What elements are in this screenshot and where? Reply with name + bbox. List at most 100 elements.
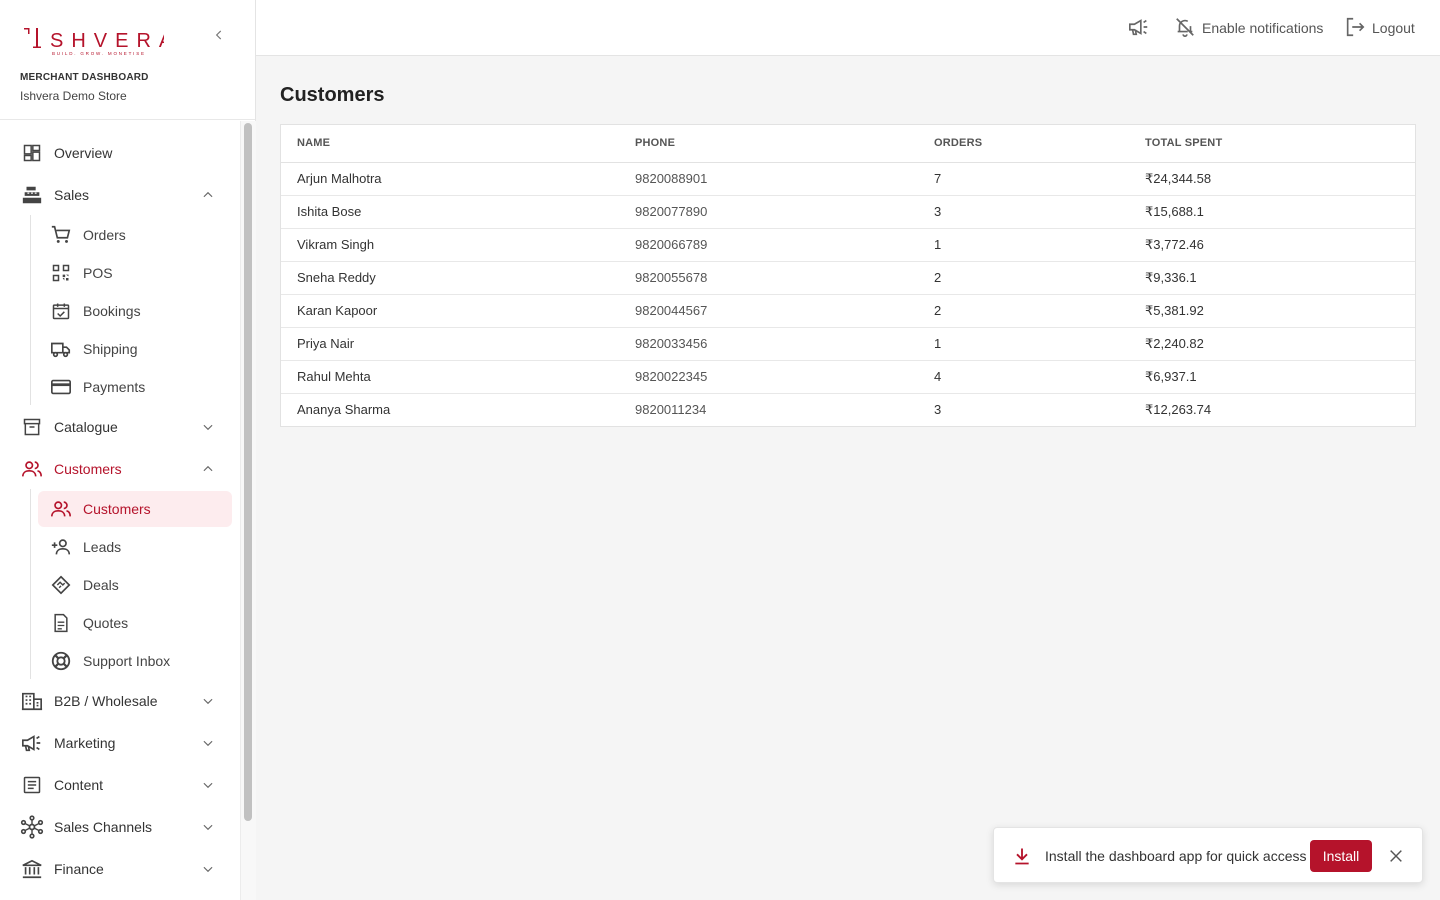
bank-icon bbox=[20, 857, 44, 881]
sidebar-item-leads[interactable]: Leads bbox=[38, 529, 232, 565]
sidebar-item-marketing[interactable]: Marketing bbox=[0, 725, 240, 761]
customer-total-spent: ₹5,381.92 bbox=[1129, 294, 1415, 328]
chevron-down-icon bbox=[198, 733, 218, 753]
collapse-sidebar-button[interactable] bbox=[208, 24, 230, 46]
customer-name: Sneha Reddy bbox=[281, 261, 619, 295]
sidebar-item-b2b-wholesale[interactable]: B2B / Wholesale bbox=[0, 683, 240, 719]
enable-notifications-label: Enable notifications bbox=[1202, 20, 1324, 36]
archive-icon bbox=[20, 415, 44, 439]
chevron-down-icon bbox=[198, 775, 218, 795]
sidebar-item-catalogue[interactable]: Catalogue bbox=[0, 409, 240, 445]
sidebar-item-label: Content bbox=[54, 777, 104, 793]
announcements-button[interactable] bbox=[1128, 16, 1150, 40]
install-button[interactable]: Install bbox=[1310, 840, 1372, 872]
people-icon bbox=[49, 497, 73, 521]
table-row[interactable]: Rahul Mehta 9820022345 4 ₹6,937.1 bbox=[281, 360, 1415, 394]
customer-name: Priya Nair bbox=[281, 327, 619, 361]
qr-code-icon bbox=[49, 261, 73, 285]
table-row[interactable]: Karan Kapoor 9820044567 2 ₹5,381.92 bbox=[281, 294, 1415, 328]
sidebar-item-sales-channels[interactable]: Sales Channels bbox=[0, 809, 240, 845]
sidebar-item-support-inbox[interactable]: Support Inbox bbox=[38, 643, 232, 679]
customer-name: Ananya Sharma bbox=[297, 402, 391, 418]
customer-orders: 1 bbox=[918, 327, 1129, 361]
submenu-guide-line bbox=[30, 489, 31, 679]
customer-total-spent: ₹9,336.1 bbox=[1129, 261, 1415, 295]
sidebar-item-label: Overview bbox=[54, 145, 113, 161]
sidebar-item-bookings[interactable]: Bookings bbox=[38, 293, 232, 329]
column-header-phone[interactable]: PHONE bbox=[619, 125, 918, 163]
sidebar-item-sales[interactable]: Sales bbox=[0, 177, 240, 213]
customer-total-spent: ₹12,263.74 bbox=[1145, 401, 1212, 417]
sidebar-item-orders[interactable]: Orders bbox=[38, 217, 232, 253]
svg-text:SHVERA: SHVERA bbox=[50, 30, 164, 52]
chevron-down-icon bbox=[198, 417, 218, 437]
logout-icon bbox=[1344, 16, 1366, 41]
ishvera-logo: SHVERA BUILD. GROW. MONETISE bbox=[24, 28, 164, 56]
table-row[interactable]: Vikram Singh 9820066789 1 ₹3,772.46 bbox=[281, 228, 1415, 262]
customer-phone: 9820044567 bbox=[619, 294, 918, 328]
customer-total-spent: ₹15,688.1 bbox=[1129, 195, 1415, 229]
close-icon[interactable] bbox=[1385, 845, 1407, 867]
customer-phone: 9820055678 bbox=[619, 261, 918, 295]
customer-phone: 9820077890 bbox=[619, 195, 918, 229]
column-header-name[interactable]: NAME bbox=[281, 125, 619, 163]
table-row[interactable]: Priya Nair 9820033456 1 ₹2,240.82 bbox=[281, 327, 1415, 361]
logout-label: Logout bbox=[1372, 20, 1415, 36]
table-header-row: NAME PHONE ORDERS TOTAL SPENT bbox=[281, 125, 1415, 163]
sidebar-item-label: Support Inbox bbox=[83, 653, 171, 669]
table-row[interactable]: Ishita Bose 9820077890 3 ₹15,688.1 bbox=[281, 195, 1415, 229]
sidebar-item-label: Leads bbox=[83, 539, 122, 555]
dashboard-subtitle: MERCHANT DASHBOARD bbox=[20, 72, 149, 83]
sidebar-item-customers[interactable]: Customers bbox=[0, 451, 240, 487]
chevron-left-icon bbox=[215, 30, 222, 40]
sidebar-item-quotes[interactable]: Quotes bbox=[38, 605, 232, 641]
dashboard-icon bbox=[20, 141, 44, 165]
logout-button[interactable]: Logout bbox=[1344, 16, 1415, 40]
lifebuoy-icon bbox=[49, 649, 73, 673]
cash-register-icon bbox=[20, 183, 44, 207]
customer-phone: 9820011234 bbox=[635, 402, 707, 418]
sidebar-item-label: Sales Channels bbox=[54, 819, 153, 835]
truck-icon bbox=[49, 337, 73, 361]
table-row[interactable]: Arjun Malhotra 9820088901 7 ₹24,344.58 bbox=[281, 162, 1415, 196]
customer-orders: 7 bbox=[918, 162, 1129, 196]
brand-header: SHVERA BUILD. GROW. MONETISE MERCHANT DA… bbox=[0, 0, 255, 120]
sidebar-item-label: Payments bbox=[83, 379, 146, 395]
customer-name: Vikram Singh bbox=[281, 228, 619, 262]
column-header-total-spent[interactable]: TOTAL SPENT bbox=[1129, 125, 1415, 163]
sidebar-scrollbar-thumb[interactable] bbox=[244, 123, 252, 821]
sidebar-item-payments[interactable]: Payments bbox=[38, 369, 232, 405]
sidebar-item-finance[interactable]: Finance bbox=[0, 851, 240, 887]
sidebar-item-label: Finance bbox=[54, 861, 104, 877]
sidebar-item-label: Quotes bbox=[83, 615, 129, 631]
customers-table: NAME PHONE ORDERS TOTAL SPENT Arjun Malh… bbox=[280, 124, 1416, 427]
person-add-icon bbox=[49, 535, 73, 559]
sidebar-item-label: POS bbox=[83, 265, 113, 281]
sidebar-item-overview[interactable]: Overview bbox=[0, 135, 240, 171]
sidebar-item-label: Catalogue bbox=[54, 419, 118, 435]
customer-name: Arjun Malhotra bbox=[281, 162, 619, 196]
sidebar-item-content[interactable]: Content bbox=[0, 767, 240, 803]
install-app-toast: Install the dashboard app for quick acce… bbox=[993, 827, 1423, 883]
customer-name: Karan Kapoor bbox=[281, 294, 619, 328]
customer-orders: 3 bbox=[934, 402, 942, 418]
store-name: Ishvera Demo Store bbox=[20, 89, 127, 103]
customer-orders: 3 bbox=[918, 195, 1129, 229]
table-row[interactable]: Sneha Reddy 9820055678 2 ₹9,336.1 bbox=[281, 261, 1415, 295]
chevron-up-icon bbox=[198, 459, 218, 479]
customer-phone: 9820066789 bbox=[619, 228, 918, 262]
enable-notifications-button[interactable]: Enable notifications bbox=[1174, 16, 1323, 40]
column-header-orders[interactable]: ORDERS bbox=[918, 125, 1129, 163]
megaphone-icon bbox=[1128, 16, 1150, 41]
bell-off-icon bbox=[1174, 16, 1196, 41]
handshake-icon bbox=[49, 573, 73, 597]
sidebar-item-shipping[interactable]: Shipping bbox=[38, 331, 232, 367]
table-row[interactable]: Ananya Sharma 9820011234 3 ₹12,263.74 bbox=[281, 393, 1415, 426]
sidebar-item-pos[interactable]: POS bbox=[38, 255, 232, 291]
sidebar-item-deals[interactable]: Deals bbox=[38, 567, 232, 603]
sidebar-item-label: Orders bbox=[83, 227, 126, 243]
sidebar-item-label: Shipping bbox=[83, 341, 138, 357]
sidebar-item-customers-list[interactable]: Customers bbox=[38, 491, 232, 527]
customer-orders: 2 bbox=[918, 261, 1129, 295]
customer-orders: 1 bbox=[918, 228, 1129, 262]
